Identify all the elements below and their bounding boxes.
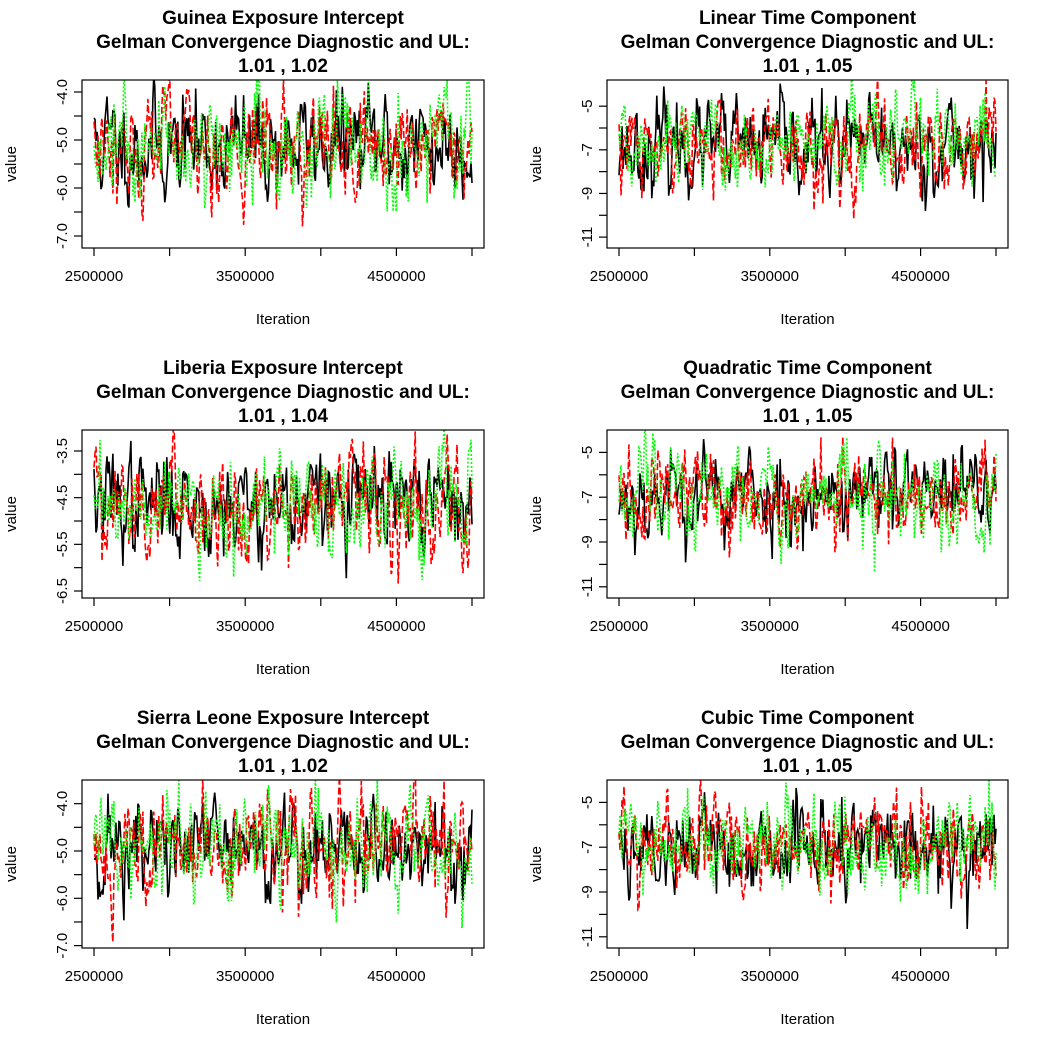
y-axis-label: value bbox=[3, 146, 20, 182]
chart-title-line: 1.01 , 1.04 bbox=[238, 406, 328, 427]
trace-series-line bbox=[618, 80, 997, 192]
x-tick-label: 2500000 bbox=[65, 268, 123, 285]
plot-frame bbox=[81, 779, 485, 949]
y-tick-label: -9 bbox=[579, 187, 596, 200]
x-axis-label: Iteration bbox=[256, 311, 310, 328]
y-tick-label: -7 bbox=[579, 143, 596, 156]
trace-series-line bbox=[618, 780, 997, 912]
y-tick-label: -5.0 bbox=[54, 838, 71, 864]
y-tick-label: -6.5 bbox=[54, 578, 71, 604]
x-tick-label: 2500000 bbox=[590, 268, 648, 285]
trace-series-line bbox=[618, 83, 997, 212]
y-tick-label: -7 bbox=[579, 491, 596, 504]
trace-series-line bbox=[93, 440, 473, 579]
chart-title-line: Linear Time Component bbox=[699, 8, 917, 29]
x-tick-label: 3500000 bbox=[741, 968, 799, 985]
chart-title-line: Gelman Convergence Diagnostic and UL: bbox=[621, 732, 995, 753]
x-tick-label: 4500000 bbox=[367, 268, 425, 285]
x-tick-label: 4500000 bbox=[367, 618, 425, 635]
y-tick-label: -5.0 bbox=[54, 127, 71, 153]
y-tick-label: -6.0 bbox=[54, 885, 71, 911]
trace-series-line bbox=[618, 780, 997, 902]
y-tick-label: -5 bbox=[579, 446, 596, 459]
plot-frame bbox=[606, 429, 1009, 599]
y-tick-label: -4.0 bbox=[54, 79, 71, 105]
x-axis-label: Iteration bbox=[780, 311, 834, 328]
y-axis-label: value bbox=[528, 146, 545, 182]
chart-title-line: Quadratic Time Component bbox=[683, 358, 932, 379]
trace-panel: 2500000 3500000 4500000 -11 -9 -7 -5 Iteration v… bbox=[528, 8, 1009, 328]
chart-title-line: Gelman Convergence Diagnostic and UL: bbox=[621, 32, 995, 53]
x-tick-label: 4500000 bbox=[367, 968, 425, 985]
x-tick-label: 2500000 bbox=[65, 968, 123, 985]
x-axis-label: Iteration bbox=[780, 1011, 834, 1028]
y-tick-label: -11 bbox=[579, 927, 596, 948]
chart-title-line: Gelman Convergence Diagnostic and UL: bbox=[96, 382, 470, 403]
trace-series-line bbox=[93, 80, 473, 212]
y-tick-label: -3.5 bbox=[54, 438, 71, 464]
trace-series-line bbox=[618, 80, 997, 219]
chart-title-line: 1.01 , 1.05 bbox=[763, 756, 853, 777]
chart-title-line: 1.01 , 1.02 bbox=[238, 756, 328, 777]
y-axis-label: value bbox=[528, 496, 545, 532]
trace-series-line bbox=[93, 780, 473, 943]
x-tick-label: 3500000 bbox=[216, 268, 274, 285]
x-tick-label: 2500000 bbox=[65, 618, 123, 635]
trace-panel: 2500000 3500000 4500000 -7.0 -6.0 -5.0 -4.0 Ite… bbox=[3, 708, 485, 1028]
y-tick-label: -4.0 bbox=[54, 791, 71, 817]
x-axis-label: Iteration bbox=[780, 661, 834, 678]
plot-frame bbox=[606, 779, 1009, 949]
y-tick-label: -5 bbox=[579, 796, 596, 809]
x-tick-label: 3500000 bbox=[741, 268, 799, 285]
x-axis-label: Iteration bbox=[256, 661, 310, 678]
x-tick-label: 4500000 bbox=[891, 268, 949, 285]
y-axis-label: value bbox=[3, 846, 20, 882]
x-tick-label: 3500000 bbox=[216, 968, 274, 985]
chart-title-line: Cubic Time Component bbox=[701, 708, 915, 729]
chart-title-line: 1.01 , 1.02 bbox=[238, 56, 328, 77]
chart-title-line: Gelman Convergence Diagnostic and UL: bbox=[96, 32, 470, 53]
y-tick-label: -4.5 bbox=[54, 485, 71, 511]
chart-title-line: Guinea Exposure Intercept bbox=[162, 8, 404, 29]
y-tick-label: -5 bbox=[579, 100, 596, 113]
chart-title-line: Gelman Convergence Diagnostic and UL: bbox=[96, 732, 470, 753]
chart-title-line: Sierra Leone Exposure Intercept bbox=[137, 708, 430, 729]
x-tick-label: 2500000 bbox=[590, 968, 648, 985]
y-tick-label: -7.0 bbox=[54, 933, 71, 959]
plot-frame bbox=[81, 429, 485, 599]
y-tick-label: -11 bbox=[579, 227, 596, 248]
y-tick-label: -9 bbox=[579, 535, 596, 548]
plot-frame bbox=[606, 79, 1009, 249]
y-tick-label: -9 bbox=[579, 885, 596, 898]
y-axis-label: value bbox=[528, 846, 545, 882]
y-tick-label: -7.0 bbox=[54, 223, 71, 249]
y-tick-label: -5.5 bbox=[54, 531, 71, 557]
x-tick-label: 3500000 bbox=[741, 618, 799, 635]
y-tick-label: -7 bbox=[579, 841, 596, 854]
x-tick-label: 4500000 bbox=[891, 618, 949, 635]
chart-title-line: Liberia Exposure Intercept bbox=[163, 358, 403, 379]
trace-panel: 2500000 3500000 4500000 -11 -9 -7 -5 Iteration v… bbox=[528, 708, 1009, 1028]
trace-series-line bbox=[93, 430, 473, 582]
x-axis-label: Iteration bbox=[256, 1011, 310, 1028]
x-tick-label: 4500000 bbox=[891, 968, 949, 985]
y-tick-label: -11 bbox=[579, 577, 596, 598]
trace-panel: 2500000 3500000 4500000 -11 -9 -7 -5 Iteration v… bbox=[528, 358, 1009, 678]
chart-title-line: 1.01 , 1.05 bbox=[763, 56, 853, 77]
trace-panel: 2500000 3500000 4500000 -7.0 -6.0 -5.0 -4.0 Ite… bbox=[3, 8, 485, 328]
y-axis-label: value bbox=[3, 496, 20, 532]
trace-panel: 2500000 3500000 4500000 -6.5 -5.5 -4.5 -3.5 Ite… bbox=[3, 358, 485, 678]
x-tick-label: 2500000 bbox=[590, 618, 648, 635]
trace-series-line bbox=[618, 430, 997, 573]
trace-series-line bbox=[94, 792, 473, 921]
chart-title-line: 1.01 , 1.05 bbox=[763, 406, 853, 427]
y-tick-label: -6.0 bbox=[54, 175, 71, 201]
chart-title-line: Gelman Convergence Diagnostic and UL: bbox=[621, 382, 995, 403]
x-tick-label: 3500000 bbox=[216, 618, 274, 635]
